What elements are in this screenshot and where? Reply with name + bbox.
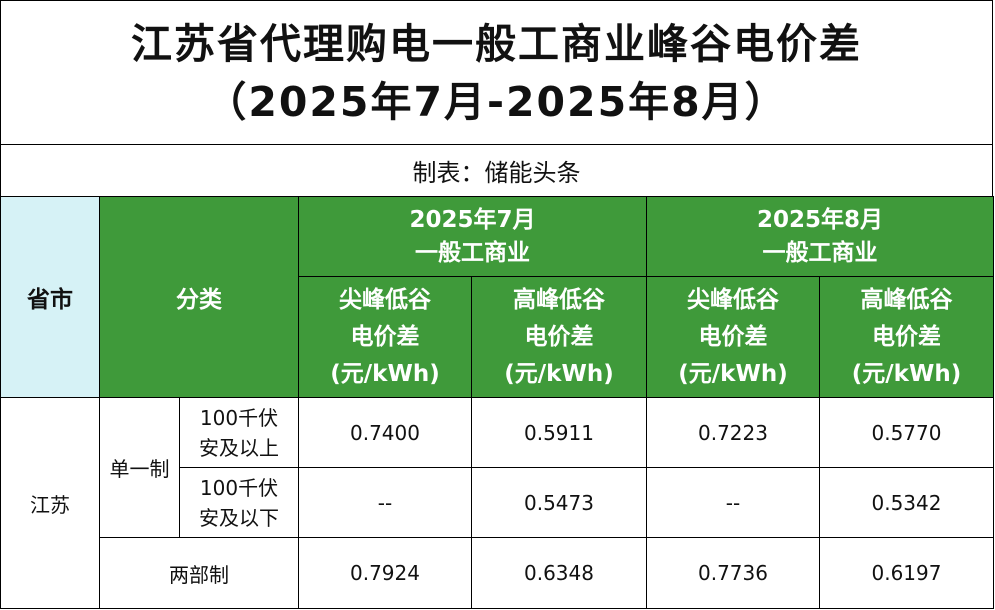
header-province: 省市 <box>0 196 100 398</box>
two-part-system-cell: 两部制 <box>99 537 299 609</box>
capacity-line: 100千伏 <box>199 475 279 500</box>
header-month-august: 2025年8月 一般工商业 <box>646 196 994 277</box>
metric-line: 电价差 <box>524 323 594 350</box>
value-cell: 0.6197 <box>819 537 994 609</box>
single-system-cell: 单一制 <box>99 397 180 538</box>
header-category: 分类 <box>99 196 299 398</box>
value-cell: 0.6348 <box>471 537 647 609</box>
title-main: 江苏省代理购电一般工商业峰谷电价差 <box>131 19 862 68</box>
table-row: 100千伏 安及以下 -- 0.5473 -- 0.5342 <box>1 467 994 538</box>
metric-unit: (元/kWh) <box>678 360 788 387</box>
metric-line: 电价差 <box>350 323 420 350</box>
value-cell: 0.5770 <box>819 397 994 468</box>
metric-line: 电价差 <box>872 323 941 350</box>
value-cell: 0.5473 <box>471 467 647 538</box>
metric-unit: (元/kWh) <box>851 360 962 387</box>
month-label: 2025年8月 <box>756 206 884 233</box>
metric-line: 电价差 <box>698 323 768 350</box>
month-label: 2025年7月 <box>409 206 536 233</box>
capacity-line: 安及以上 <box>199 435 279 460</box>
value-cell: 0.7400 <box>298 397 472 468</box>
metric-unit: (元/kWh) <box>330 360 440 387</box>
value-cell: -- <box>646 467 820 538</box>
capacity-line: 100千伏 <box>199 405 279 430</box>
header-metric-aug-sharp-peak-valley: 尖峰低谷 电价差 (元/kWh) <box>646 276 820 398</box>
value-cell: -- <box>298 467 472 538</box>
capacity-line: 安及以下 <box>199 505 279 530</box>
value-cell: 0.7223 <box>646 397 820 468</box>
customer-type-label: 一般工商业 <box>762 239 878 266</box>
metric-unit: (元/kWh) <box>504 360 614 387</box>
table-credit: 制表：储能头条 <box>0 144 993 197</box>
metric-line: 尖峰低谷 <box>339 286 431 313</box>
value-cell: 0.7736 <box>646 537 820 609</box>
capacity-below-100kva-cell: 100千伏 安及以下 <box>179 467 299 538</box>
metric-line: 高峰低谷 <box>860 286 953 313</box>
title-box: 江苏省代理购电一般工商业峰谷电价差 （2025年7月-2025年8月） <box>0 0 993 145</box>
price-difference-table: 省市 分类 2025年7月 一般工商业 2025年8月 一般工商业 尖峰低谷 电… <box>0 196 994 609</box>
header-row-metrics: 尖峰低谷 电价差 (元/kWh) 高峰低谷 电价差 (元/kWh) 尖峰低谷 电… <box>1 276 994 398</box>
header-metric-aug-peak-valley: 高峰低谷 电价差 (元/kWh) <box>819 276 994 398</box>
customer-type-label: 一般工商业 <box>415 239 530 266</box>
metric-line: 高峰低谷 <box>513 286 605 313</box>
header-month-july: 2025年7月 一般工商业 <box>298 196 647 277</box>
table-row: 两部制 0.7924 0.6348 0.7736 0.6197 <box>1 537 994 609</box>
table-row: 江苏 单一制 100千伏 安及以上 0.7400 0.5911 0.7223 0… <box>0 397 994 609</box>
value-cell: 0.7924 <box>298 537 472 609</box>
value-cell: 0.5342 <box>819 467 994 538</box>
header-metric-jul-sharp-peak-valley: 尖峰低谷 电价差 (元/kWh) <box>298 276 472 398</box>
header-row-months: 省市 分类 2025年7月 一般工商业 2025年8月 一般工商业 <box>0 196 994 398</box>
value-cell: 0.5911 <box>471 397 647 468</box>
title-date-range: （2025年7月-2025年8月） <box>205 77 788 126</box>
province-cell: 江苏 <box>0 397 100 609</box>
capacity-above-100kva-cell: 100千伏 安及以上 <box>179 397 299 468</box>
header-metric-jul-peak-valley: 高峰低谷 电价差 (元/kWh) <box>471 276 647 398</box>
metric-line: 尖峰低谷 <box>687 286 779 313</box>
